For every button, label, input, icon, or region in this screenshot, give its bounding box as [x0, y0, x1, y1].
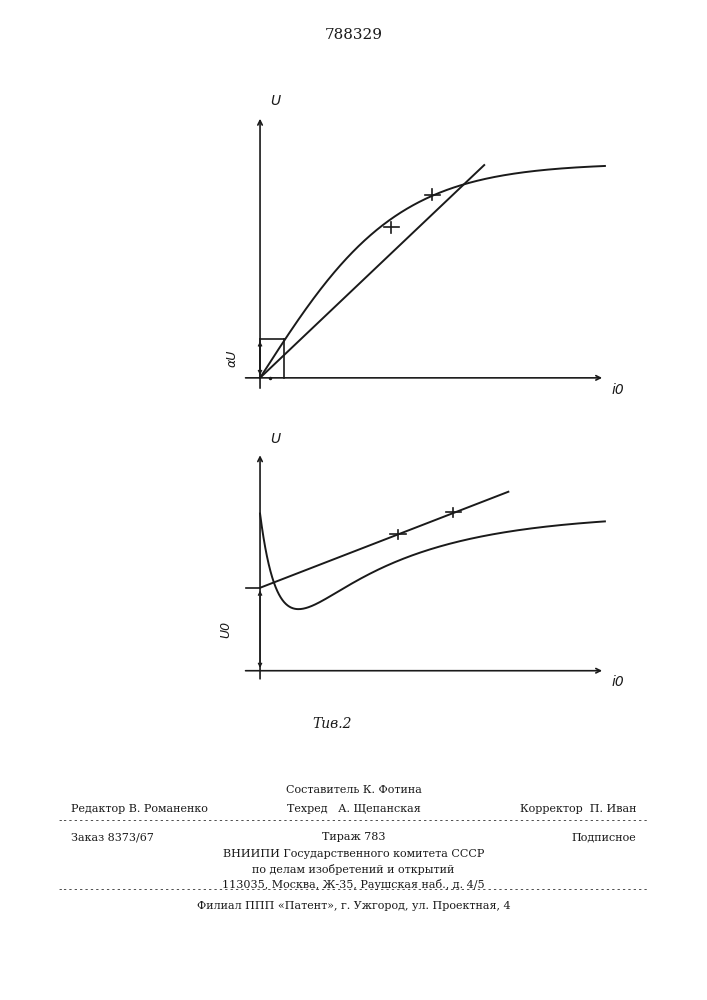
Text: U: U [270, 432, 281, 446]
Text: Составитель К. Фотина: Составитель К. Фотина [286, 785, 421, 795]
Text: U0: U0 [219, 621, 232, 638]
Text: Подписное: Подписное [571, 832, 636, 842]
Text: Тираж 783: Тираж 783 [322, 832, 385, 842]
Text: ВНИИПИ Государственного комитета СССР: ВНИИПИ Государственного комитета СССР [223, 849, 484, 859]
Text: 113035, Москва, Ж-35, Раушская наб., д. 4/5: 113035, Москва, Ж-35, Раушская наб., д. … [222, 879, 485, 890]
Text: Редактор В. Романенко: Редактор В. Романенко [71, 804, 208, 814]
Text: Корректор  П. Иван: Корректор П. Иван [520, 804, 636, 814]
Text: по делам изобретений и открытий: по делам изобретений и открытий [252, 864, 455, 875]
Text: --------------------------------------------------------------------------------: ----------------------------------------… [58, 816, 649, 825]
Text: U: U [270, 94, 281, 108]
Text: αU: αU [226, 350, 239, 367]
Text: 788329: 788329 [325, 28, 382, 42]
Text: Филиал ППП «Патент», г. Ужгород, ул. Проектная, 4: Филиал ППП «Патент», г. Ужгород, ул. Про… [197, 901, 510, 911]
Text: Заказ 8373/67: Заказ 8373/67 [71, 832, 153, 842]
Text: Τив.2: Τив.2 [312, 717, 352, 731]
Text: Техред   А. Щепанская: Техред А. Щепанская [286, 804, 421, 814]
Text: i0: i0 [612, 383, 624, 397]
Text: --------------------------------------------------------------------------------: ----------------------------------------… [58, 885, 649, 894]
Text: i0: i0 [612, 675, 624, 689]
